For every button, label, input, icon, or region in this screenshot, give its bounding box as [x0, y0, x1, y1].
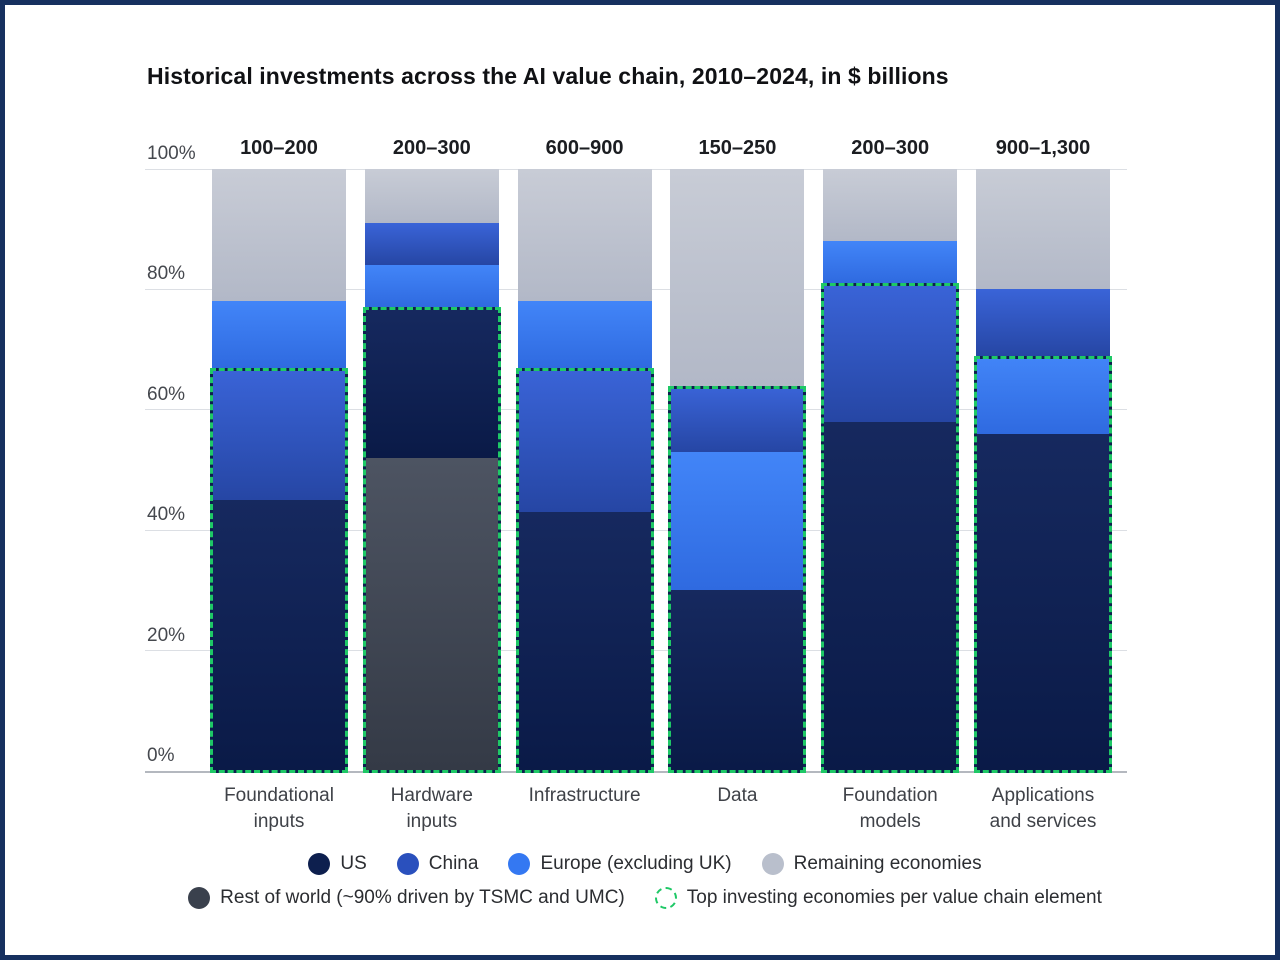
bar-segment-remaining [364, 169, 499, 224]
category-label-applications-and-services: Applications and services [989, 785, 1097, 832]
bar-segment-europe [212, 301, 346, 368]
range-label-hardware-inputs: 200–300 [392, 137, 471, 159]
bar-hardware-inputs [362, 169, 501, 773]
y-tick-label-0: 0% [147, 745, 175, 766]
range-label-foundational-inputs: 100–200 [240, 137, 318, 159]
category-label-hardware-inputs: Hardware inputs [390, 785, 473, 832]
legend-label-us: US [340, 853, 367, 874]
bar-segment-europe [517, 301, 652, 368]
y-tick-label-80: 80% [147, 263, 186, 285]
bar-foundational-inputs [210, 169, 348, 773]
bar-segment-china [823, 283, 958, 422]
y-tick-label-60: 60% [147, 383, 186, 405]
range-label-foundation-models: 200–300 [851, 137, 930, 159]
legend-dot-remaining-icon [761, 853, 784, 875]
legend-dot-china-icon [396, 853, 419, 875]
range-label-infrastructure: 600–900 [545, 137, 624, 159]
bar-segment-remaining [823, 169, 958, 242]
bar-segment-us [823, 421, 958, 771]
legend-item-remaining: Remaining economies [761, 853, 982, 875]
bar-segment-china [364, 223, 499, 266]
legend-label-highlight: Top investing economies per value chain … [686, 887, 1102, 908]
legend-item-europe: Europe (excluding UK) [508, 853, 732, 875]
bar-segment-remaining [212, 169, 346, 302]
y-tick-label-40: 40% [147, 504, 186, 526]
bar-segment-europe [823, 241, 958, 284]
bar-segment-us [976, 433, 1110, 771]
bar-segment-row [364, 457, 499, 771]
bar-segment-remaining [976, 169, 1110, 290]
category-label-foundation-models: Foundation models [842, 785, 938, 832]
y-tick-label-20: 20% [147, 624, 186, 646]
bar-segment-china [517, 367, 652, 513]
legend-item-china: China [396, 853, 479, 875]
plot-area: 100% 80% 60% 40% 20% 0% 100–200 Foundational inp… [145, 137, 1127, 832]
bar-segment-china [212, 367, 346, 501]
bar-segment-remaining [517, 169, 652, 302]
bar-applications-and-services [974, 169, 1112, 773]
legend-row-2: Rest of world (~90% driven by TSMC and U… [188, 887, 1102, 909]
gridline-100 [145, 168, 1127, 170]
legend-item-us: US [308, 853, 367, 875]
bar-segment-us [364, 307, 499, 458]
legend-item-highlight: Top investing economies per value chain … [654, 887, 1102, 909]
category-label-foundational-inputs: Foundational inputs [224, 785, 334, 832]
legend-dot-us-icon [308, 853, 331, 875]
legend-label-remaining: Remaining economies [793, 853, 982, 874]
legend-label-row: Rest of world (~90% driven by TSMC and U… [220, 887, 625, 908]
bar-segment-europe [976, 355, 1110, 434]
legend-dot-europe-icon [508, 853, 531, 875]
bar-segment-china [670, 385, 805, 452]
legend: US China Europe (excluding UK) Remaining ec… [5, 853, 1275, 909]
bar-segment-europe [364, 265, 499, 308]
category-label-infrastructure: Infrastructure [528, 785, 641, 806]
bar-infrastructure [515, 169, 654, 773]
range-label-applications-and-services: 900–1,300 [995, 137, 1091, 159]
legend-label-europe: Europe (excluding UK) [540, 853, 732, 874]
bar-foundation-models [821, 169, 960, 773]
bar-segment-china [976, 289, 1110, 356]
legend-label-china: China [428, 853, 479, 874]
range-label-data: 150–250 [698, 137, 777, 159]
dashed-circle-icon [654, 887, 677, 909]
legend-item-row: Rest of world (~90% driven by TSMC and U… [188, 887, 625, 909]
bar-segment-us [212, 500, 346, 771]
bar-data [668, 169, 807, 773]
bar-segment-europe [670, 451, 805, 591]
y-tick-label-100: 100% [147, 143, 196, 164]
bar-segment-remaining [670, 169, 805, 386]
category-label-data: Data [717, 785, 758, 806]
chart-title: Historical investments across the AI val… [147, 63, 949, 89]
bar-segment-us [670, 590, 805, 771]
legend-dot-row-icon [188, 887, 211, 909]
bar-segment-us [517, 512, 652, 771]
legend-row-1: US China Europe (excluding UK) Remaining ec… [308, 853, 982, 875]
